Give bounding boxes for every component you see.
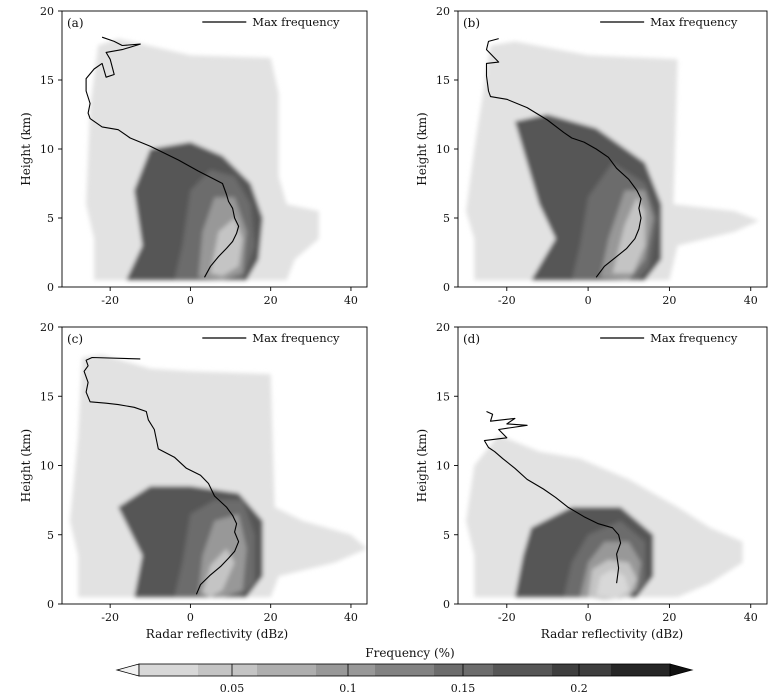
panel-b-frequency-density bbox=[466, 41, 759, 281]
panel-d-panel-label: (d) bbox=[463, 332, 480, 346]
colorbar-segment bbox=[198, 664, 258, 676]
panel-c-y-tick-label: 0 bbox=[47, 598, 54, 611]
panel-d-x-tick-label: -20 bbox=[498, 611, 516, 624]
panel-b-panel-label: (b) bbox=[463, 16, 480, 30]
panel-d-x-tick-label: 40 bbox=[744, 611, 758, 624]
panel-b-x-tick-label: -20 bbox=[498, 294, 516, 307]
panel-d-y-tick-label: 15 bbox=[436, 390, 450, 403]
panel-a-y-tick-label: 20 bbox=[40, 5, 54, 18]
panel-a-panel-label: (a) bbox=[67, 16, 84, 30]
colorbar-segment bbox=[316, 664, 376, 676]
panel-a-x-tick-label: 20 bbox=[264, 294, 278, 307]
panel-a-y-axis-label: Height (km) bbox=[19, 112, 33, 185]
panel-a-y-tick-label: 10 bbox=[40, 143, 54, 156]
colorbar-title: Frequency (%) bbox=[365, 646, 454, 660]
panel-c-x-tick-label: -20 bbox=[101, 611, 119, 624]
panel-c-x-tick-label: 0 bbox=[187, 611, 194, 624]
panel-d-frequency-density bbox=[466, 435, 743, 600]
panel-c: -20 0 20 40 0 5 10 15 20 Height (km) (c) Max freque… bbox=[19, 321, 368, 624]
colorbar-min-arrow bbox=[115, 663, 140, 677]
panel-d-x-tick-label: 20 bbox=[662, 611, 676, 624]
panel-d-density-level-5 bbox=[596, 569, 629, 599]
panel-a-x-tick-label: -20 bbox=[101, 294, 119, 307]
x-axis-label-right: Radar reflectivity (dBz) bbox=[541, 627, 683, 641]
panel-c-max-frequency-line bbox=[83, 356, 240, 595]
panel-a-legend-label: Max frequency bbox=[252, 15, 340, 29]
panel-d-legend-label: Max frequency bbox=[650, 331, 738, 345]
panel-b-x-tick-label: 40 bbox=[744, 294, 758, 307]
colorbar-frame bbox=[138, 663, 671, 677]
panel-b-x-tick-label: 20 bbox=[662, 294, 676, 307]
panel-d-y-tick-label: 10 bbox=[436, 460, 450, 473]
colorbar-segment bbox=[257, 664, 317, 676]
colorbar-segment bbox=[611, 664, 671, 676]
panel-b-y-tick-label: 0 bbox=[443, 281, 450, 294]
colorbar-tick-label: 0.2 bbox=[570, 682, 588, 695]
panel-c-y-tick-label: 15 bbox=[40, 390, 54, 403]
panel-a-y-tick-label: 5 bbox=[47, 212, 54, 225]
colorbar-tick-label: 0.1 bbox=[339, 682, 357, 695]
panel-c-y-tick-label: 10 bbox=[40, 460, 54, 473]
panel-c-x-tick-label: 40 bbox=[344, 611, 358, 624]
panel-a-max-frequency-line bbox=[85, 36, 240, 278]
panel-c-y-tick-label: 20 bbox=[40, 321, 54, 334]
panel-c-y-tick-label: 5 bbox=[47, 529, 54, 542]
panel-d-y-tick-label: 5 bbox=[443, 529, 450, 542]
panel-b-y-tick-label: 5 bbox=[443, 212, 450, 225]
panel-a-x-tick-label: 0 bbox=[187, 294, 194, 307]
colorbar-tick-label: 0.05 bbox=[220, 682, 245, 695]
panel-c-frequency-density bbox=[70, 354, 367, 598]
panel-c-panel-label: (c) bbox=[67, 332, 83, 346]
colorbar-segment bbox=[493, 664, 553, 676]
panel-b-x-tick-label: 0 bbox=[585, 294, 592, 307]
colorbar-segment bbox=[552, 664, 612, 676]
panel-a: -20 0 20 40 0 5 10 15 20 Height (km) (a) Max freque… bbox=[19, 5, 368, 307]
panel-a-y-tick-label: 15 bbox=[40, 74, 54, 87]
panel-b-y-tick-label: 20 bbox=[436, 5, 450, 18]
panel-b-y-axis-label: Height (km) bbox=[415, 112, 429, 185]
panel-b-y-tick-label: 10 bbox=[436, 143, 450, 156]
colorbar-segment bbox=[139, 664, 199, 676]
panel-a-density-level-4 bbox=[210, 218, 243, 276]
panel-b-legend-label: Max frequency bbox=[650, 15, 738, 29]
panel-a-x-tick-label: 40 bbox=[344, 294, 358, 307]
panel-d-max-frequency-line bbox=[483, 411, 622, 584]
panel-b-density-level-4 bbox=[612, 197, 645, 274]
colorbar-max-arrow bbox=[669, 663, 694, 677]
panel-b-y-tick-label: 15 bbox=[436, 74, 450, 87]
panel-d-x-tick-label: 0 bbox=[585, 611, 592, 624]
panel-d-y-tick-label: 20 bbox=[436, 321, 450, 334]
panel-c-y-axis-label: Height (km) bbox=[19, 429, 33, 502]
panel-b-max-frequency-line bbox=[485, 38, 642, 278]
colorbar-segment bbox=[434, 664, 494, 676]
panel-a-y-tick-label: 0 bbox=[47, 281, 54, 294]
panel-b: -20 0 20 40 0 5 10 15 20 Height (km) (b) Max freque… bbox=[415, 5, 768, 307]
colorbar-tick-label: 0.15 bbox=[451, 682, 476, 695]
colorbar-segment bbox=[375, 664, 435, 676]
panel-c-legend-label: Max frequency bbox=[252, 331, 340, 345]
panel-d-y-axis-label: Height (km) bbox=[415, 429, 429, 502]
panel-d-y-tick-label: 0 bbox=[443, 598, 450, 611]
panel-d: -20 0 20 40 0 5 10 15 20 Height (km) (d) Max freque… bbox=[415, 321, 768, 624]
colorbar: Frequency (%) 0.05 0.1 0.15 0.2 bbox=[115, 646, 694, 695]
x-axis-label-left: Radar reflectivity (dBz) bbox=[146, 627, 288, 641]
panel-c-x-tick-label: 20 bbox=[264, 611, 278, 624]
